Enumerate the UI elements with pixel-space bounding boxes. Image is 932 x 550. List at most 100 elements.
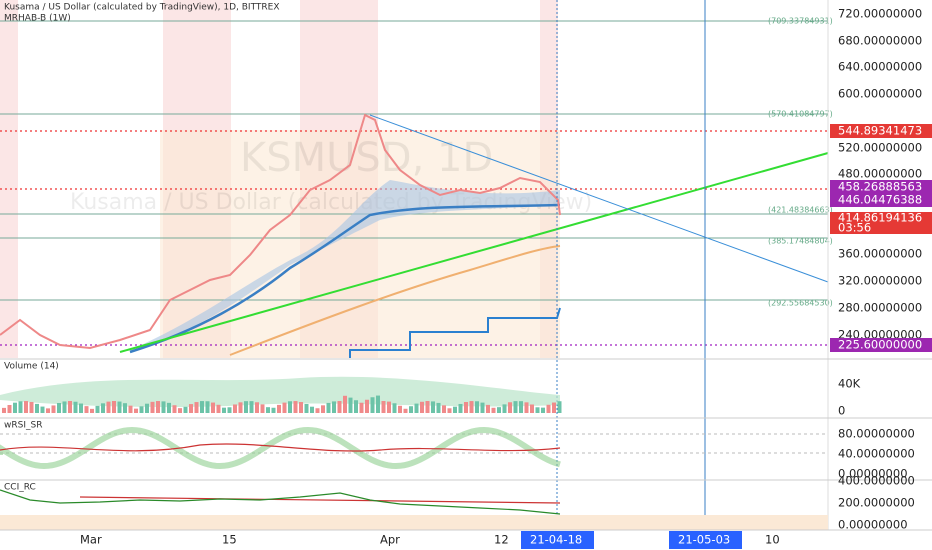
- volume-bar: [288, 401, 292, 413]
- volume-bar: [271, 407, 276, 413]
- volume-bar: [178, 408, 182, 413]
- volume-bar: [244, 401, 248, 413]
- badge-text: 03:56: [838, 221, 871, 235]
- volume-bar: [211, 402, 215, 413]
- volume-bar: [46, 408, 50, 413]
- volume-bar: [414, 403, 419, 413]
- volume-bar: [552, 402, 556, 413]
- volume-bar: [343, 395, 347, 413]
- volume-bar: [458, 403, 463, 413]
- volume-bar: [18, 401, 23, 413]
- volume-bar: [90, 408, 94, 413]
- volume-bar: [51, 405, 56, 413]
- price-axis: 720.00000000 680.00000000 640.00000000 600.…: [838, 7, 922, 342]
- step-line: [349, 307, 561, 358]
- volume-bar: [321, 405, 325, 413]
- axis-label: 40.00000000: [838, 447, 915, 461]
- volume-bar: [348, 397, 353, 413]
- price-label: 680.00000000: [838, 34, 922, 48]
- volume-bar: [354, 400, 358, 413]
- volume-bar: [68, 401, 72, 413]
- time-label: Apr: [380, 533, 400, 547]
- price-path: [0, 113, 561, 350]
- volume-bar: [117, 401, 122, 413]
- axis-label: 200.0000000: [838, 496, 915, 510]
- time-label: Mar: [80, 533, 102, 547]
- price-label: 320.00000000: [838, 274, 922, 288]
- volume-bar: [233, 404, 237, 413]
- volume-bar: [167, 402, 171, 413]
- indicator-title: MRHAB-B (1W): [4, 14, 71, 24]
- volume-bar: [156, 401, 160, 413]
- volume-bar: [227, 407, 232, 413]
- volume-bar: [260, 404, 265, 413]
- volume-bar: [128, 405, 133, 413]
- volume-bar: [519, 401, 523, 413]
- volume-bar: [491, 407, 496, 413]
- volume-bar: [73, 401, 78, 413]
- volume-bar: [194, 402, 199, 413]
- volume-bar: [282, 402, 287, 413]
- volume-bar: [502, 404, 507, 413]
- volume-bar: [409, 406, 413, 413]
- level-label: (709.33784931): [768, 17, 833, 26]
- level-label: (385.17484804): [768, 237, 833, 246]
- volume-bar: [304, 403, 309, 413]
- pane-title: CCI_RC: [4, 483, 36, 493]
- axis-label: 80.00000000: [838, 427, 915, 441]
- volume-bar: [480, 402, 485, 413]
- volume-bar: [541, 407, 545, 413]
- volume-bar: [134, 408, 138, 413]
- price-label: 720.00000000: [838, 7, 922, 21]
- time-label: 15: [222, 533, 237, 547]
- volume-bar: [101, 403, 105, 413]
- time-badge: [669, 531, 742, 549]
- badge-text: 458.26888563: [838, 180, 922, 194]
- axis-label: 0.00000000: [838, 518, 908, 532]
- volume-bar: [112, 401, 116, 413]
- volume-bar: [106, 401, 111, 413]
- volume-bar: [222, 407, 226, 413]
- downtrend: [369, 114, 829, 283]
- volume-bar: [24, 401, 28, 413]
- pane-title: wRSI_SR: [4, 421, 42, 431]
- badge: [830, 338, 932, 352]
- volume-bar: [530, 404, 534, 413]
- volume-bar: [546, 404, 551, 413]
- badge: [830, 193, 932, 207]
- volume-bar: [238, 402, 243, 413]
- volume-bar: [381, 401, 386, 413]
- volume-bar: [425, 401, 430, 413]
- badge-text: 544.89341473: [838, 124, 922, 138]
- level-label: (570.41084797): [768, 110, 833, 119]
- range-box: [160, 130, 560, 358]
- volume-bar: [436, 402, 441, 413]
- volume-bar: [35, 403, 39, 413]
- volume-bar: [359, 402, 364, 413]
- volume-bar: [150, 401, 155, 413]
- price-label: 280.00000000: [838, 301, 922, 315]
- volume-bar: [216, 404, 221, 413]
- volume-bar: [332, 401, 336, 413]
- volume-bar: [183, 406, 188, 413]
- volume-bar: [447, 408, 452, 413]
- volume-bar: [123, 403, 127, 413]
- volume-bar: [200, 401, 204, 413]
- ma-orange: [229, 245, 561, 356]
- volume-bar: [442, 405, 446, 413]
- volume-bar: [524, 402, 529, 413]
- badge: [830, 124, 932, 138]
- volume-bar: [161, 401, 166, 413]
- pane-title: Volume (14): [4, 362, 59, 372]
- watermark-ticker: KSMUSD, 1D: [240, 135, 493, 181]
- ma-blue: [129, 203, 561, 354]
- badge-text: 414.86194136: [838, 211, 922, 225]
- time-label: 21-05-03: [678, 533, 730, 547]
- volume-cloud: [0, 376, 560, 408]
- time-label: 12: [494, 533, 509, 547]
- volume-bar: [392, 403, 397, 413]
- dotted-levels: [0, 130, 828, 346]
- volume-bar: [79, 403, 83, 413]
- time-label: 10: [765, 533, 780, 547]
- volume-bar: [62, 401, 67, 413]
